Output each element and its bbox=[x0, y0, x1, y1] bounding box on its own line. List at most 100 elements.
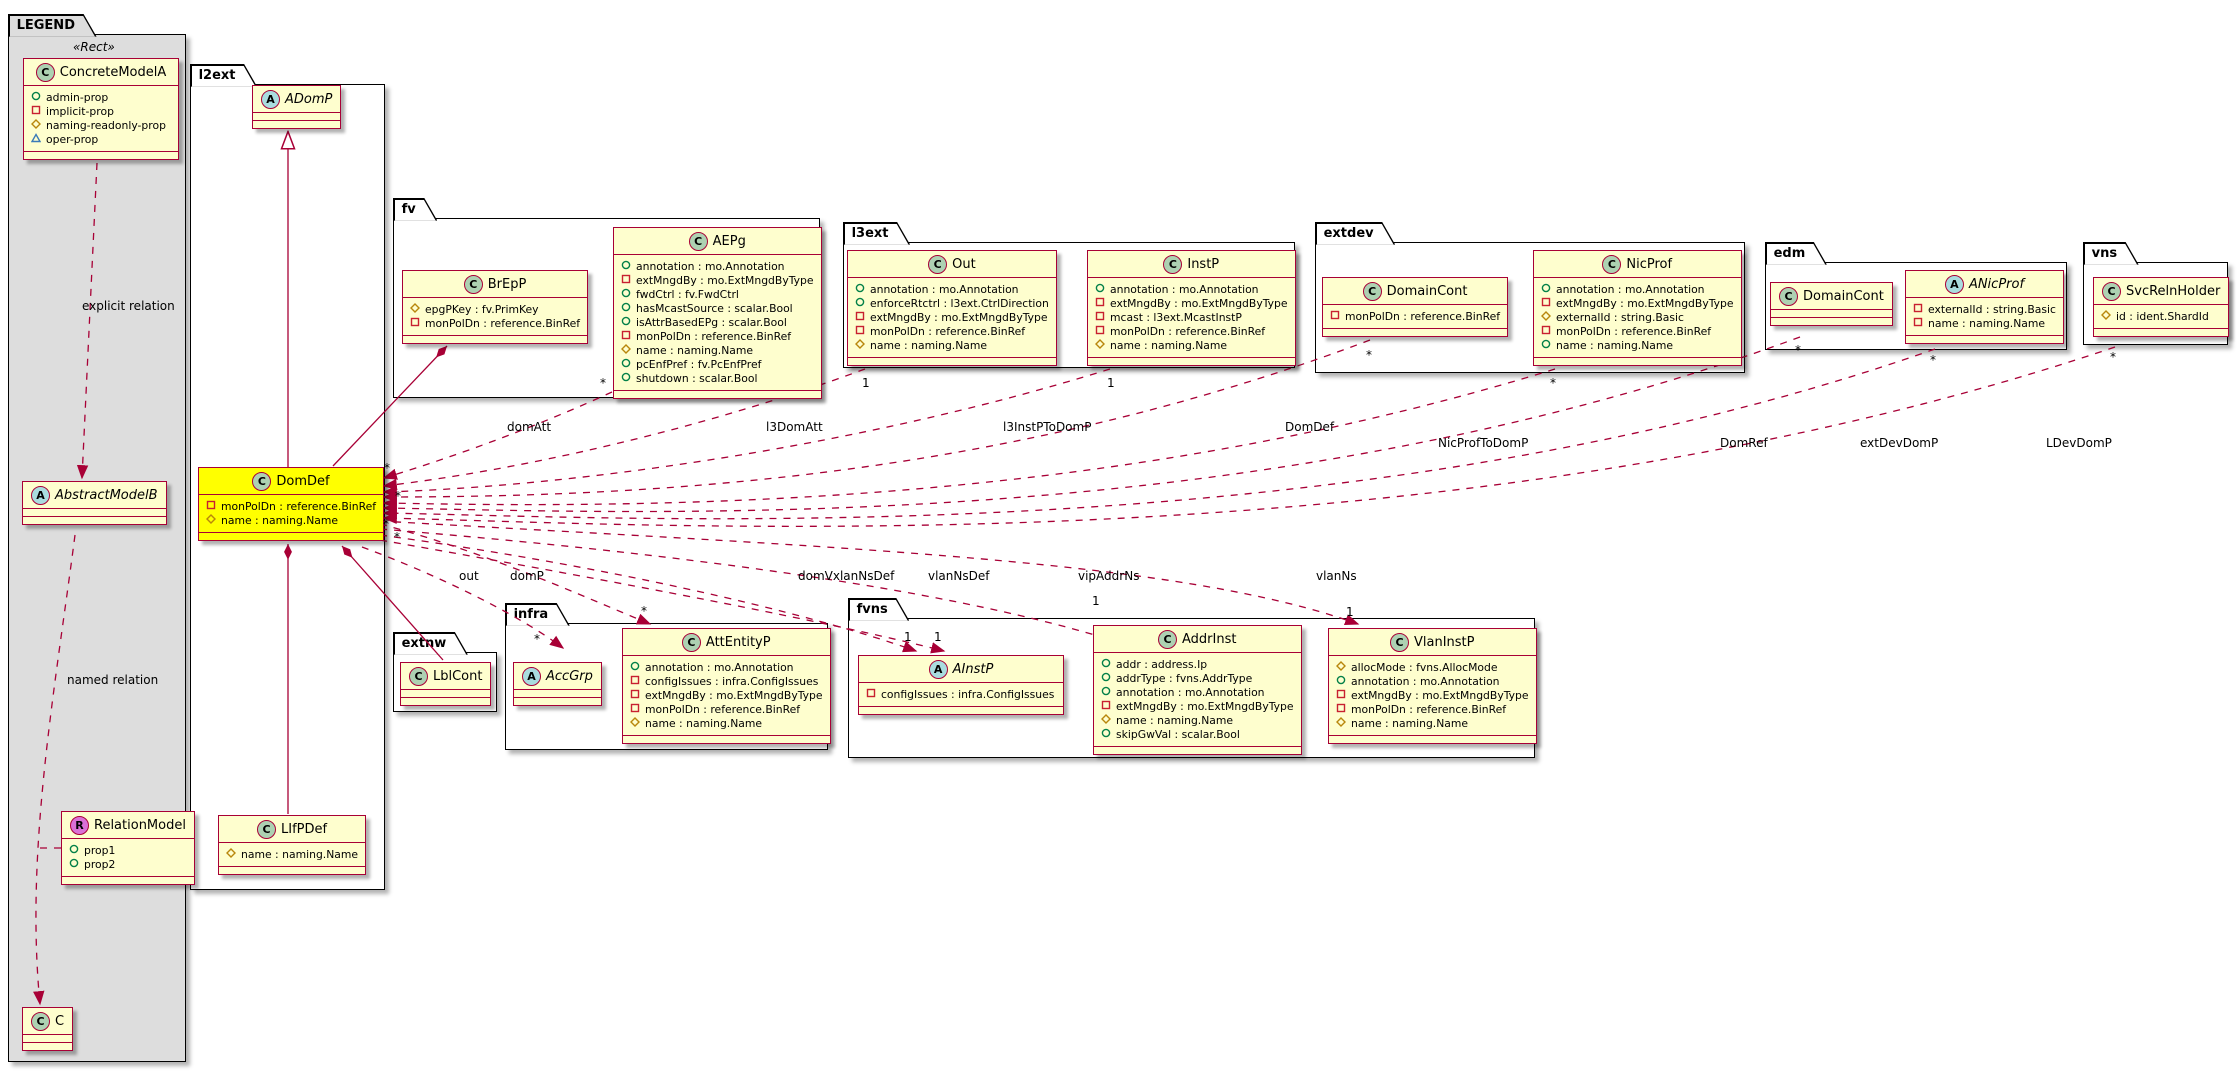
class-instp: C InstP annotation : mo.Annotation extMngdB… bbox=[1087, 250, 1296, 366]
attributes-compartment: annotation : mo.Annotation enforceRtctrl … bbox=[848, 277, 1056, 357]
attribute-row: name : naming.Name bbox=[1913, 316, 2056, 330]
edge-domatt bbox=[382, 391, 613, 480]
attribute-row: annotation : mo.Annotation bbox=[1095, 282, 1288, 296]
attribute-text: isAttrBasedEPg : scalar.Bool bbox=[636, 315, 787, 329]
class-nicprof: C NicProf annotation : mo.Annotation extMng… bbox=[1533, 250, 1742, 366]
attribute-text: monPolDn : reference.BinRef bbox=[221, 499, 377, 513]
square-visibility-icon bbox=[1913, 317, 1928, 330]
class-spot-icon: C bbox=[2102, 282, 2121, 301]
methods-compartment bbox=[1906, 335, 2063, 343]
circle-visibility-icon bbox=[69, 844, 84, 857]
diamond-visibility-icon bbox=[31, 118, 46, 132]
attributes-compartment: id : ident.ShardId bbox=[2094, 304, 2229, 328]
attribute-text: configIssues : infra.ConfigIssues bbox=[645, 674, 819, 688]
attribute-row: monPolDn : reference.BinRef bbox=[855, 324, 1049, 338]
class-title: C VlanInstP bbox=[1329, 629, 1536, 655]
attribute-row: allocMode : fvns.AllocMode bbox=[1336, 660, 1529, 674]
attribute-text: name : naming.Name bbox=[636, 343, 754, 357]
methods-compartment bbox=[623, 735, 830, 743]
edge-nicproftodomp bbox=[382, 368, 1556, 509]
abstract-spot-icon: A bbox=[31, 486, 50, 505]
package-body bbox=[8, 34, 186, 1062]
attribute-text: prop1 bbox=[84, 843, 116, 857]
multiplicity: * bbox=[600, 376, 606, 390]
circle-visibility-icon bbox=[621, 372, 636, 385]
square-visibility-icon bbox=[621, 330, 636, 343]
class-spot-icon: C bbox=[928, 255, 948, 274]
circle-visibility-icon bbox=[31, 91, 46, 104]
methods-compartment bbox=[1088, 357, 1295, 365]
package-label: edm bbox=[1773, 245, 1806, 261]
attribute-text: extMngdBy : mo.ExtMngdByType bbox=[636, 273, 814, 287]
square-visibility-icon bbox=[410, 317, 425, 330]
attribute-text: implicit-prop bbox=[46, 104, 114, 118]
multiplicity: * bbox=[383, 517, 389, 531]
attribute-text: monPolDn : reference.BinRef bbox=[636, 329, 792, 343]
attributes-compartment: externalId : string.Basic name : naming.N… bbox=[1906, 297, 2063, 335]
attribute-row: shutdown : scalar.Bool bbox=[621, 371, 814, 385]
attribute-row: annotation : mo.Annotation bbox=[855, 282, 1049, 296]
class-title: C BrEpP bbox=[403, 271, 587, 297]
methods-compartment bbox=[23, 516, 166, 524]
edge-label-vlanns: vlanNs bbox=[1316, 569, 1357, 583]
attribute-row: monPolDn : reference.BinRef bbox=[1095, 324, 1288, 338]
class-spot-icon: C bbox=[1158, 630, 1178, 649]
multiplicity: * bbox=[641, 604, 647, 618]
methods-compartment bbox=[401, 697, 491, 705]
package-label: fv bbox=[401, 201, 416, 217]
package-label: LEGEND bbox=[16, 17, 75, 33]
square-visibility-icon bbox=[1336, 689, 1351, 702]
multiplicity: 1 bbox=[1346, 605, 1354, 619]
attributes-compartment: configIssues : infra.ConfigIssues bbox=[859, 682, 1063, 706]
edge-domp bbox=[361, 546, 565, 649]
package-label: fvns bbox=[856, 601, 888, 617]
package-tab: l2ext bbox=[190, 64, 257, 87]
class-spot-icon: C bbox=[31, 1012, 50, 1031]
multiplicity: * bbox=[395, 489, 401, 503]
methods-compartment bbox=[2094, 328, 2229, 336]
attribute-text: name : naming.Name bbox=[645, 716, 763, 730]
class-name: NicProf bbox=[1626, 257, 1673, 272]
attribute-row: annotation : mo.Annotation bbox=[1101, 685, 1294, 699]
edge-vlannsdef bbox=[379, 539, 946, 654]
class-title: C ConcreteModelA bbox=[24, 59, 178, 85]
attribute-row: extMngdBy : mo.ExtMngdByType bbox=[1541, 296, 1734, 310]
edge-label-vlannsdef: vlanNsDef bbox=[928, 569, 990, 583]
class-spot-icon: C bbox=[1602, 255, 1622, 274]
edge-label-nicproftodomp: NicProfToDomP bbox=[1438, 436, 1529, 450]
attribute-row: name : naming.Name bbox=[1101, 713, 1294, 727]
class-spot-icon: C bbox=[688, 232, 708, 251]
edge-composition-brepp-domdef bbox=[332, 345, 448, 467]
circle-visibility-icon bbox=[1541, 339, 1556, 352]
multiplicity: 1 bbox=[1107, 376, 1115, 390]
attribute-row: name : naming.Name bbox=[855, 338, 1049, 352]
class-title: A AInstP bbox=[859, 656, 1063, 682]
square-visibility-icon bbox=[1541, 325, 1556, 338]
class-relationmodel: R RelationModel prop1 prop2 bbox=[61, 811, 195, 885]
class-title: C AddrInst bbox=[1094, 626, 1301, 652]
edge-label-domdef: DomDef bbox=[1285, 420, 1335, 434]
attribute-row: isAttrBasedEPg : scalar.Bool bbox=[621, 315, 814, 329]
package-tab: l3ext bbox=[843, 222, 910, 245]
attribute-row: extMngdBy : mo.ExtMngdByType bbox=[1336, 688, 1529, 702]
multiplicity: 1 bbox=[862, 376, 870, 390]
attribute-text: name : naming.Name bbox=[221, 513, 339, 527]
attribute-row: annotation : mo.Annotation bbox=[621, 259, 814, 273]
square-visibility-icon bbox=[630, 689, 645, 702]
attribute-text: annotation : mo.Annotation bbox=[636, 259, 785, 273]
circle-visibility-icon bbox=[69, 858, 84, 871]
class-adomp: A ADomP bbox=[252, 85, 342, 129]
attribute-row: extMngdBy : mo.ExtMngdByType bbox=[1101, 699, 1294, 713]
attribute-row: annotation : mo.Annotation bbox=[1336, 674, 1529, 688]
relation-spot-icon: R bbox=[70, 816, 89, 835]
edge-label-out: out bbox=[459, 569, 479, 583]
attribute-text: extMngdBy : mo.ExtMngdByType bbox=[870, 310, 1048, 324]
class-title: C Out bbox=[848, 251, 1056, 277]
attribute-text: epgPKey : fv.PrimKey bbox=[425, 302, 539, 316]
attributes-compartment bbox=[23, 508, 166, 516]
attribute-text: annotation : mo.Annotation bbox=[1351, 674, 1500, 688]
attribute-row: extMngdBy : mo.ExtMngdByType bbox=[630, 688, 823, 702]
abstract-spot-icon: A bbox=[928, 660, 948, 679]
class-name: DomainCont bbox=[1386, 284, 1468, 299]
